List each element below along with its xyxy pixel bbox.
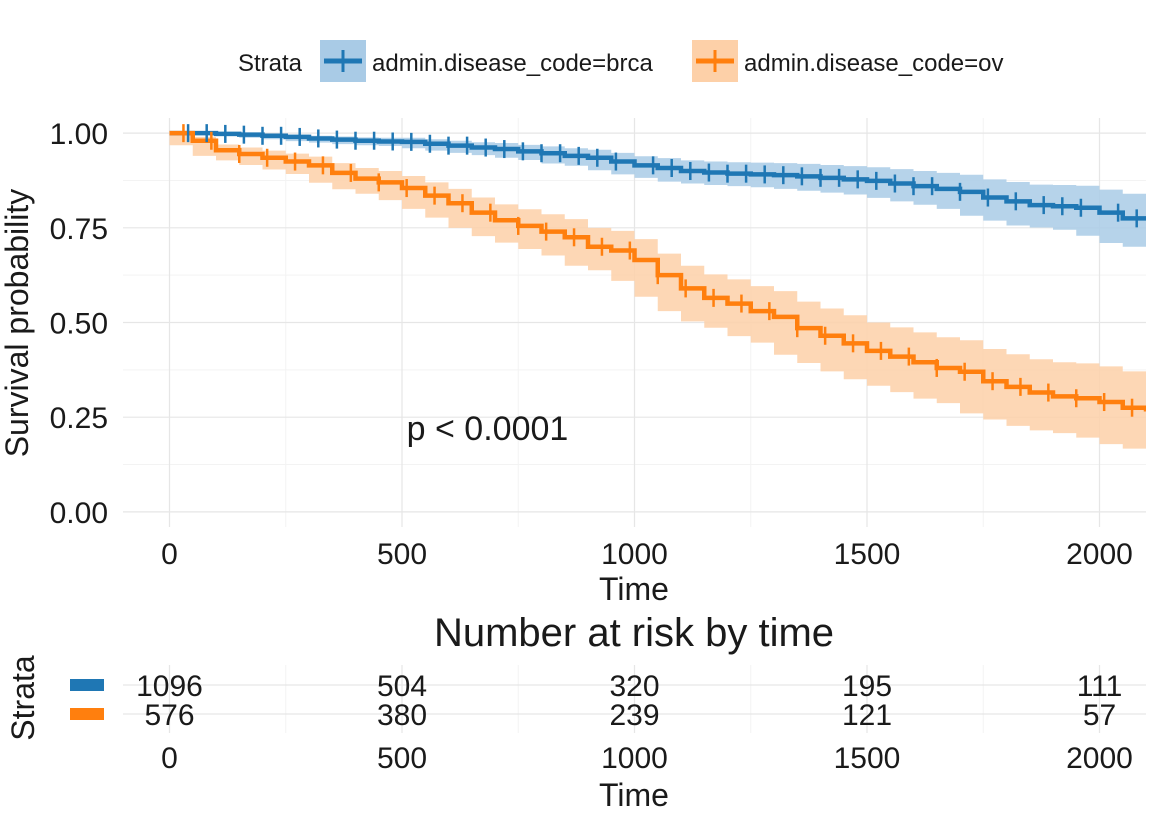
risk-count: 380 (377, 699, 427, 732)
risk-count: 111 (1077, 670, 1123, 703)
legend-label-ov: admin.disease_code=ov (744, 50, 1004, 77)
legend-key-brca (320, 40, 366, 82)
risk-table-y-label: Strata (5, 655, 41, 741)
risk-count: 504 (377, 670, 427, 703)
y-tick-label: 0.75 (50, 213, 108, 246)
legend: Strata admin.disease_code=brca admin.dis… (238, 40, 1004, 82)
risk-x-tick-label: 0 (161, 742, 178, 775)
y-tick-label: 0.50 (50, 308, 108, 341)
y-tick-label: 0.00 (50, 497, 108, 530)
risk-x-tick-label: 2000 (1066, 742, 1133, 775)
risk-table-grid (123, 665, 1146, 733)
risk-count: 239 (609, 699, 659, 732)
x-tick-label: 1500 (834, 538, 901, 571)
p-value-annotation: p < 0.0001 (407, 410, 569, 448)
risk-x-tick-label: 500 (377, 742, 427, 775)
risk-x-tick-label: 1000 (601, 742, 668, 775)
y-tick-label: 0.25 (50, 402, 108, 435)
legend-title: Strata (238, 50, 303, 77)
risk-count: 1096 (136, 670, 203, 703)
risk-row-key (70, 679, 104, 691)
risk-count: 320 (609, 670, 659, 703)
risk-row-key (70, 708, 104, 720)
risk-table-x-label: Time (599, 777, 669, 813)
risk-count: 57 (1083, 699, 1116, 732)
x-axis-label: Time (599, 571, 669, 607)
censor-marks (182, 124, 1138, 417)
risk-count: 195 (842, 670, 892, 703)
y-tick-label: 1.00 (50, 118, 108, 151)
axes: 0 500 1000 1500 2000 0.00 0.25 0.50 0.75 1.00 (50, 118, 1133, 571)
x-tick-label: 0 (161, 538, 178, 571)
risk-count: 576 (144, 699, 194, 732)
confidence-band-brca (169, 133, 1146, 247)
risk-x-tick-label: 1500 (834, 742, 901, 775)
confidence-band-ov (169, 133, 1146, 449)
legend-key-ov (692, 40, 738, 82)
risk-count: 121 (842, 699, 892, 732)
x-tick-label: 1000 (601, 538, 668, 571)
x-tick-label: 2000 (1066, 538, 1133, 571)
x-tick-label: 500 (377, 538, 427, 571)
legend-label-brca: admin.disease_code=brca (372, 50, 654, 77)
risk-table: 1096 504 320 195 111 576 380 239 121 57 0 500 1000 15… (70, 670, 1133, 775)
risk-table-title: Number at risk by time (434, 611, 834, 655)
confidence-bands (169, 133, 1146, 449)
y-axis-label: Survival probability (0, 189, 35, 458)
